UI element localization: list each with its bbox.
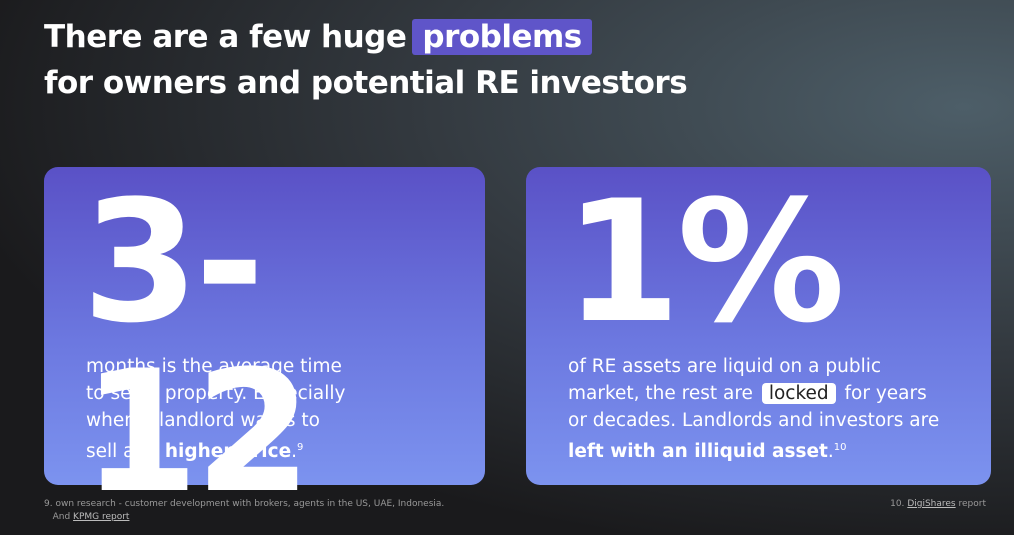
- bold-text: left with an illiquid asset: [568, 441, 828, 463]
- footnote: 10. DigiShares report: [890, 498, 986, 511]
- title-highlight: problems: [412, 19, 592, 55]
- text: .: [291, 441, 298, 463]
- footnote-text: And: [52, 512, 71, 522]
- title: There are a few huge problems for owners …: [44, 14, 688, 106]
- big-number: 1%: [564, 164, 845, 360]
- card: 3-12 months is the average time to sell …: [44, 167, 485, 517]
- text: months is the average time to sell a pro…: [86, 356, 346, 463]
- title-line1: There are a few huge: [44, 19, 407, 55]
- footnote: 9. own research - customer development w…: [44, 498, 444, 524]
- footnote-ref: 9: [297, 442, 304, 453]
- text: for years or decades. Landlords and inve…: [568, 383, 940, 431]
- card: 1% of RE assets are liquid on a public m…: [526, 167, 991, 485]
- boxed-text: locked: [761, 383, 836, 404]
- card-text: months is the average time to sell a pro…: [86, 353, 351, 465]
- text: of RE assets are liquid on a public mark…: [568, 356, 882, 404]
- card-text: of RE assets are liquid on a public mark…: [568, 353, 948, 465]
- footnote-text: 9. own research - customer development w…: [44, 499, 445, 509]
- big-number: 3-12: [82, 164, 312, 530]
- text: .: [827, 441, 834, 463]
- link[interactable]: DigiShares: [907, 499, 956, 509]
- bold-text: higher price: [164, 441, 292, 463]
- link[interactable]: KPMG report: [73, 512, 130, 522]
- footnote-ref: 10: [833, 442, 847, 453]
- footnote-text: 10.: [890, 499, 905, 509]
- footnote-text: report: [958, 499, 987, 509]
- title-line2: for owners and potential RE investors: [44, 65, 688, 101]
